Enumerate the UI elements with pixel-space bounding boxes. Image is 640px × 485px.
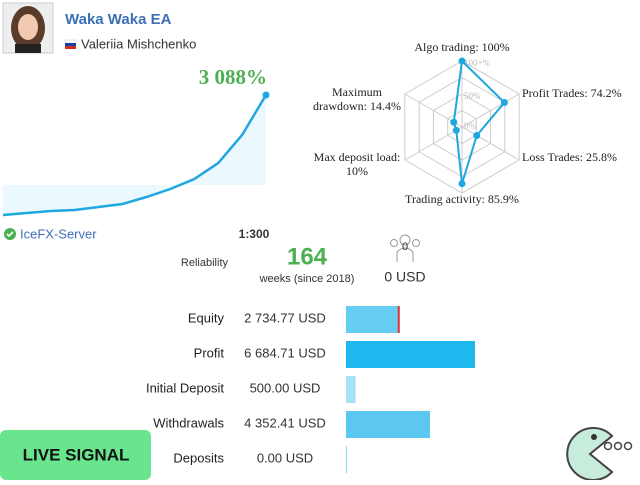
- radar-point: [473, 132, 481, 140]
- radar-tick: 50%: [464, 91, 481, 101]
- radar-point: [458, 180, 466, 188]
- radar-label: Maximum: [332, 85, 383, 99]
- radar-point: [500, 99, 508, 107]
- logo: [566, 427, 633, 481]
- stat-value: 500.00 USD: [250, 380, 321, 395]
- stat-value: 6 684.71 USD: [244, 345, 326, 360]
- avatar-body: [15, 44, 41, 53]
- stat-value: 4 352.41 USD: [244, 415, 326, 430]
- radar-shape: [452, 58, 506, 184]
- radar-point: [458, 57, 466, 65]
- growth-line: [2, 94, 268, 217]
- radar-tick: 100+%: [464, 58, 491, 68]
- check: [6, 231, 14, 238]
- stat-bar: [346, 446, 347, 473]
- stat-bar: [346, 306, 399, 333]
- growth-chart: [2, 91, 270, 217]
- radar-spoke: [461, 126, 520, 161]
- stat-name: Equity: [188, 310, 225, 325]
- stat-bar: [346, 341, 475, 368]
- stat-value: 0.00 USD: [257, 450, 313, 465]
- author: Valeriia Mishchenko: [81, 36, 196, 51]
- stat-bar: [346, 376, 356, 403]
- stat-name: Profit: [194, 345, 225, 360]
- reliability: Reliability: [181, 257, 229, 269]
- radar-label: Max deposit load:: [314, 150, 401, 164]
- flag: [64, 39, 77, 44]
- stat-name: Withdrawals: [153, 415, 224, 430]
- flag: [65, 46, 76, 49]
- growth-label: 3 088%: [199, 65, 267, 89]
- stat-name: Deposits: [173, 450, 224, 465]
- stats: Equity 2 734.77 USD Profit 6 684.71 USD Init…: [146, 306, 475, 473]
- stat-bar: [346, 411, 430, 438]
- radar-label: Trading activity: 85.9%: [405, 192, 519, 206]
- flag: [65, 43, 76, 46]
- radar-point: [450, 118, 458, 126]
- radar-label: 10%: [346, 164, 368, 178]
- stat-value: 2 734.77 USD: [244, 310, 326, 325]
- weeks-note: weeks (since 2018): [259, 273, 355, 285]
- subscribers: 0: [402, 241, 408, 253]
- radar-spoke: [404, 126, 463, 161]
- leverage: 1:300: [239, 227, 270, 241]
- radar-point: [452, 126, 460, 134]
- radar-label: Algo trading: 100%: [414, 40, 509, 54]
- subscription: 0 USD: [384, 269, 425, 285]
- growth-area: [3, 95, 266, 215]
- server[interactable]: IceFX-Server: [20, 226, 97, 241]
- radar-tick: 0%: [464, 121, 477, 131]
- radar-label: drawdown: 14.4%: [313, 99, 401, 113]
- radar-chart: 100+% 50% 0% Algo trading: 100% Profit Trade…: [313, 40, 622, 206]
- title[interactable]: Waka Waka EA: [65, 11, 172, 28]
- weeks: 164: [287, 243, 328, 270]
- radar-label: Profit Trades: 74.2%: [522, 86, 622, 100]
- stat-name: Initial Deposit: [146, 380, 224, 395]
- badge: [0, 430, 151, 480]
- radar-spoke: [461, 93, 520, 128]
- radar-label: Loss Trades: 25.8%: [522, 150, 617, 164]
- badge-text: LIVE SIGNAL: [23, 445, 130, 464]
- subscribers-icon: [390, 234, 420, 262]
- growth-end: [262, 91, 270, 99]
- avatar-face: [18, 14, 38, 40]
